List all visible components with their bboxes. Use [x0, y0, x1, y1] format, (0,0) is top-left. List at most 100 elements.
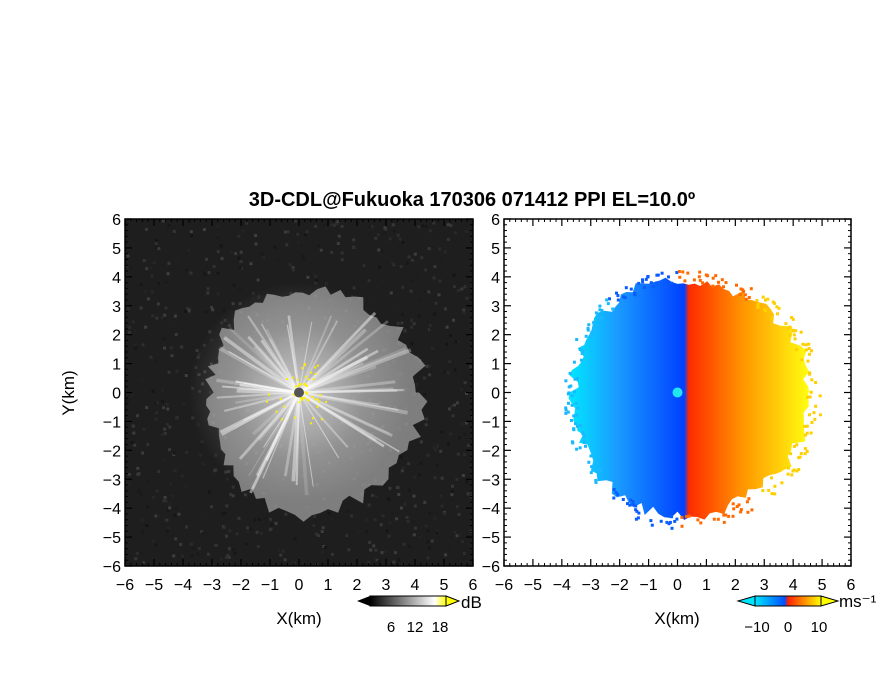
edge-speckle [596, 468, 600, 471]
noise-speck [145, 220, 149, 224]
noise-speck [277, 549, 281, 553]
radial-streak [298, 380, 396, 394]
noise-speck [345, 510, 349, 514]
noise-speck [138, 488, 142, 492]
y-tick-label: 0 [112, 386, 121, 403]
y-tick-label: 3 [491, 299, 500, 316]
noise-speck [469, 491, 473, 494]
noise-speck [126, 318, 130, 322]
noise-speck [163, 431, 167, 435]
edge-speckle [564, 379, 568, 383]
noise-speck [177, 512, 181, 516]
noise-speck [332, 223, 336, 227]
noise-speck [447, 370, 451, 374]
noise-speck [254, 242, 258, 246]
edge-speckle [766, 297, 770, 301]
noise-speck [331, 527, 335, 530]
radial-streak [228, 326, 300, 394]
edge-speckle [812, 411, 816, 415]
noise-speck [221, 553, 225, 557]
noise-speck [443, 370, 447, 374]
noise-speck [388, 237, 392, 241]
y-tick-label: −1 [482, 414, 500, 431]
edge-speckle [795, 443, 799, 447]
noise-speck [167, 370, 171, 374]
noise-speck [426, 540, 430, 544]
radial-streak [286, 324, 300, 393]
noise-speck [454, 340, 458, 344]
noise-speck [162, 499, 166, 503]
noise-speck [407, 255, 411, 259]
noise-speck [239, 250, 243, 254]
noise-speck [417, 314, 421, 318]
noise-speck [184, 309, 188, 313]
noise-speck [461, 474, 465, 477]
noise-speck [146, 504, 150, 508]
noise-speck [414, 275, 418, 279]
saturated-point [314, 398, 317, 401]
saturated-point [312, 417, 315, 420]
noise-speck [448, 547, 452, 551]
edge-speckle [572, 414, 576, 418]
noise-speck [173, 469, 177, 473]
edge-speckle [646, 275, 650, 279]
noise-speck [214, 468, 218, 472]
noise-speck [232, 283, 236, 287]
noise-speck [450, 489, 454, 493]
edge-speckle [634, 517, 638, 521]
noise-speck [417, 559, 421, 563]
edge-speckle [793, 444, 796, 448]
noise-speck [336, 242, 340, 245]
edge-speckle [655, 281, 659, 285]
edge-speckle [584, 334, 588, 338]
noise-speck [241, 229, 245, 233]
noise-speck [151, 524, 155, 528]
noise-speck [168, 502, 172, 506]
edge-speckle [589, 454, 593, 458]
noise-speck [460, 406, 464, 410]
edge-speckle [792, 333, 796, 337]
noise-speck [279, 553, 283, 557]
edge-speckle [749, 287, 753, 291]
noise-speck [206, 287, 210, 291]
edge-speckle [803, 424, 807, 428]
noise-speck [195, 261, 199, 265]
noise-speck [239, 260, 243, 264]
edge-speckle [686, 271, 690, 275]
noise-speck [391, 223, 395, 227]
y-tick-label: −6 [482, 559, 500, 576]
noise-speck [173, 513, 177, 517]
noise-speck [227, 550, 231, 554]
noise-speck [465, 392, 469, 395]
edge-speckle [803, 433, 807, 437]
noise-speck [400, 312, 404, 316]
y-tick-label: −5 [103, 530, 121, 547]
noise-speck [213, 473, 217, 477]
noise-speck [425, 417, 429, 421]
noise-speck [375, 558, 379, 562]
edge-speckle [770, 476, 773, 480]
noise-speck [403, 502, 407, 506]
noise-speck [451, 484, 454, 488]
noise-speck [371, 493, 374, 497]
saturated-point [316, 405, 319, 408]
noise-speck [401, 241, 405, 245]
edge-speckle [570, 419, 573, 422]
noise-speck [385, 529, 389, 533]
noise-speck [411, 258, 414, 262]
edge-speckle [660, 271, 664, 275]
noise-speck [160, 316, 164, 319]
edge-speckle [595, 461, 599, 465]
noise-speck [166, 508, 170, 512]
x-tick-label: 1 [324, 577, 333, 594]
noise-speck [168, 448, 171, 452]
doppler-edge-speckle [564, 270, 822, 530]
noise-speck [151, 314, 155, 318]
doppler-x-axis-label: X(km) [654, 609, 699, 628]
noise-speck [136, 414, 139, 418]
noise-speck [195, 349, 199, 352]
noise-speck [399, 455, 403, 459]
noise-speck [330, 517, 334, 521]
edge-speckle [637, 511, 641, 515]
noise-speck [444, 553, 448, 557]
